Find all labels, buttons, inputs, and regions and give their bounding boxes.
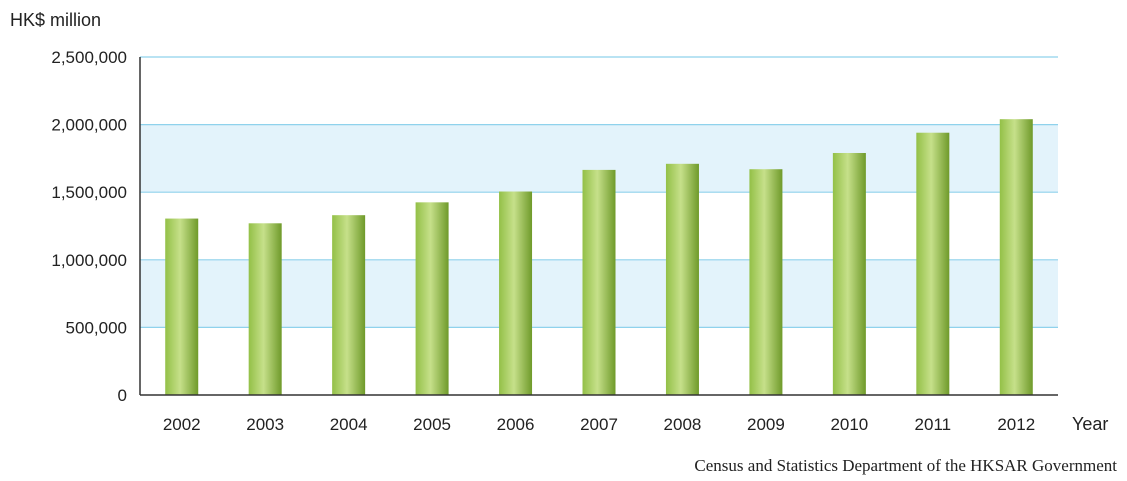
x-tick-label-2010: 2010 bbox=[830, 415, 868, 434]
x-tick-label-2008: 2008 bbox=[664, 415, 702, 434]
x-tick-label-2002: 2002 bbox=[163, 415, 201, 434]
y-tick-labels: 0 500,000 1,000,000 1,500,000 2,000,000 2,500… bbox=[51, 48, 127, 405]
bar-2011 bbox=[916, 132, 950, 395]
source-note: Census and Statistics Department of the … bbox=[694, 456, 1117, 475]
y-tick-label-2: 1,000,000 bbox=[51, 251, 127, 270]
x-axis-title: Year bbox=[1072, 414, 1108, 434]
axes bbox=[139, 57, 1058, 396]
x-tick-labels: 2002 2003 2004 2005 2006 2007 2008 2009 2010 2011… bbox=[163, 415, 1035, 434]
bar-2012 bbox=[999, 119, 1033, 395]
x-tick-label-2007: 2007 bbox=[580, 415, 618, 434]
bar-2004 bbox=[332, 215, 366, 395]
y-tick-label-5: 2,500,000 bbox=[51, 48, 127, 67]
bar-2008 bbox=[665, 163, 699, 395]
bar-series bbox=[165, 119, 1033, 395]
bar-2006 bbox=[499, 191, 533, 395]
bar-2009 bbox=[749, 169, 783, 395]
y-tick-label-1: 500,000 bbox=[66, 318, 127, 337]
y-tick-label-3: 1,500,000 bbox=[51, 183, 127, 202]
y-tick-label-0: 0 bbox=[118, 386, 127, 405]
bar-2005 bbox=[415, 202, 449, 395]
bar-2002 bbox=[165, 218, 199, 395]
bar-2003 bbox=[248, 223, 282, 395]
y-axis-title: HK$ million bbox=[10, 10, 101, 30]
y-tick-label-4: 2,000,000 bbox=[51, 116, 127, 135]
x-tick-label-2005: 2005 bbox=[413, 415, 451, 434]
x-tick-label-2011: 2011 bbox=[915, 415, 952, 434]
x-tick-label-2012: 2012 bbox=[997, 415, 1035, 434]
x-tick-label-2004: 2004 bbox=[330, 415, 368, 434]
x-tick-label-2009: 2009 bbox=[747, 415, 785, 434]
x-tick-label-2006: 2006 bbox=[497, 415, 535, 434]
bar-2010 bbox=[832, 152, 866, 395]
x-tick-label-2003: 2003 bbox=[246, 415, 284, 434]
bar-2007 bbox=[582, 169, 616, 395]
